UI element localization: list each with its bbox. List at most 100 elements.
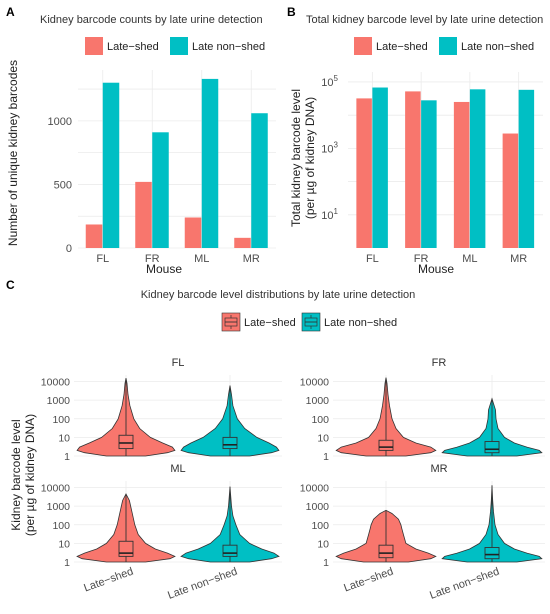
panel-b-x-axis-title: Mouse: [418, 262, 454, 276]
bar-fr-late-shed: [135, 181, 152, 248]
x-tick-label-fl: FL: [366, 253, 379, 265]
legend-label-late-non-shed: Late non−shed: [192, 41, 265, 53]
panel-b-y-ticks: 101 103 105: [321, 74, 338, 222]
panel-letter-c: C: [6, 278, 15, 292]
panel-a: A Kidney barcode counts by late urine de…: [6, 5, 276, 276]
legend-key-late-non-shed: Late non−shed: [301, 312, 397, 332]
y-tick-label: 100: [52, 520, 70, 532]
violin-fl-late-shed: [76, 378, 176, 457]
box-iqr: [222, 544, 238, 557]
box-iqr: [378, 439, 394, 451]
facet-fl: FL 1 10 100 1000 10000: [41, 357, 282, 463]
bar-mr-late-non-shed: [251, 113, 268, 248]
y-tick-label: 1000: [47, 501, 71, 513]
bar-fl-late-non-shed: [372, 87, 388, 248]
legend-key-late-shed: Late−shed: [85, 37, 159, 55]
y-tick-label: 10000: [300, 483, 329, 495]
bar-ml-late-non-shed: [201, 78, 219, 249]
facet-title-mr: MR: [430, 463, 447, 475]
panel-b-title: Total kidney barcode level by late urine…: [306, 14, 543, 26]
panel-a-legend: Late−shed Late non−shed: [85, 37, 265, 55]
y-tick-label: 10000: [300, 377, 329, 389]
panel-letter-a: A: [6, 5, 15, 19]
y-tick-label: 500: [54, 179, 72, 191]
y-tick-label: 101: [321, 207, 338, 222]
panel-c-facets: FL 1 10 100 1000 10000 FR 1 10 100 1000 10000 ML 1 10 1…: [41, 357, 545, 602]
panel-a-x-ticks: FL FR ML MR: [96, 253, 260, 265]
violin-mr-late-shed: [335, 509, 437, 563]
box-iqr: [484, 547, 500, 560]
y-tick-label: 105: [321, 74, 338, 89]
x-tick-label-mr: MR: [510, 253, 527, 265]
y-tick-label: 100: [311, 520, 329, 532]
y-tick-label: 1000: [306, 501, 330, 513]
y-tick-label: 1000: [306, 395, 330, 407]
y-tick-label: 1000: [47, 395, 71, 407]
panel-b-x-ticks: FL FR ML MR: [366, 253, 527, 265]
violin-ml-late-non-shed: [180, 486, 280, 563]
x-tick-label-fr: FR: [414, 253, 429, 265]
legend-key-late-non-shed: Late non−shed: [170, 37, 265, 55]
bar-ml-late-shed: [453, 101, 470, 248]
box-iqr: [118, 434, 134, 450]
x-tick-label-late-non-shed: Late non−shed: [166, 566, 239, 602]
facet-ml: ML 1 10 100 1000 10000 Late−shed Late non−shed: [41, 463, 282, 602]
bar-fr-late-shed: [405, 91, 421, 248]
violin-mr-late-non-shed: [441, 485, 543, 563]
panel-b-legend: Late−shed Late non−shed: [354, 37, 534, 55]
violin-fl-late-non-shed: [180, 385, 280, 457]
panel-c-legend: Late−shed Late non−shed: [221, 312, 397, 332]
bar-mr-late-shed: [234, 237, 251, 248]
violin-fr-late-shed: [335, 377, 437, 457]
bar-fr-late-non-shed: [421, 100, 437, 248]
panel-b-y-axis-title-line-2: (per µg of kidney DNA): [303, 97, 317, 219]
facet-title-fr: FR: [432, 357, 447, 369]
bar-fr-late-non-shed: [152, 132, 169, 248]
legend-label-late-shed: Late−shed: [376, 41, 428, 53]
panel-c-y-axis-title-line-2: (per µg of kidney DNA): [23, 414, 37, 536]
y-tick-label: 10: [58, 432, 70, 444]
x-tick-label-late-non-shed: Late non−shed: [428, 566, 501, 602]
y-tick-label: 10: [317, 538, 329, 550]
panel-c-y-axis-title-line-1: Kidney barcode level: [9, 419, 23, 530]
x-tick-label-late-shed: Late−shed: [82, 566, 135, 595]
y-tick-label: 0: [66, 243, 72, 255]
x-tick-label-ml: ML: [194, 253, 209, 265]
violin-ml-late-shed: [76, 493, 176, 563]
x-tick-label-late-shed: Late−shed: [342, 566, 395, 595]
y-tick-label: 1000: [48, 116, 72, 128]
legend-swatch-late-non-shed: [439, 37, 457, 55]
panel-c-title: Kidney barcode level distributions by la…: [141, 289, 416, 301]
y-tick-exponent: 5: [334, 74, 339, 83]
panel-c: C Kidney barcode level distributions by …: [6, 278, 545, 602]
legend-key-late-non-shed: Late non−shed: [439, 37, 534, 55]
y-tick-label: 1: [323, 451, 329, 463]
y-tick-label: 10: [58, 538, 70, 550]
panel-a-x-axis-title: Mouse: [146, 262, 182, 276]
bar-ml-late-non-shed: [469, 89, 486, 248]
box-iqr: [378, 544, 394, 559]
y-tick-label: 100: [311, 414, 329, 426]
facet-title-fl: FL: [172, 357, 185, 369]
box-iqr: [118, 540, 134, 557]
legend-key-late-shed: Late−shed: [221, 312, 296, 332]
box-iqr: [484, 441, 500, 454]
violin-fr-late-non-shed: [441, 397, 543, 457]
y-tick-exponent: 1: [334, 207, 339, 216]
y-tick-label: 100: [52, 414, 70, 426]
legend-label-late-non-shed: Late non−shed: [461, 41, 534, 53]
y-tick-exponent: 3: [334, 140, 339, 149]
facet-title-ml: ML: [170, 463, 185, 475]
y-tick-label: 10000: [41, 483, 70, 495]
legend-label-late-shed: Late−shed: [244, 317, 296, 329]
panel-a-title: Kidney barcode counts by late urine dete…: [40, 14, 263, 26]
box-iqr: [222, 436, 238, 450]
bar-mr-late-non-shed: [518, 89, 535, 248]
y-tick-label: 1: [323, 557, 329, 569]
x-tick-label-fr: FR: [145, 253, 160, 265]
x-tick-label-fl: FL: [96, 253, 109, 265]
panel-a-y-axis-title: Number of unique kidney barcodes: [6, 60, 20, 246]
panel-a-bars: [85, 78, 268, 249]
panel-a-y-ticks: 0 500 1000: [48, 116, 72, 255]
